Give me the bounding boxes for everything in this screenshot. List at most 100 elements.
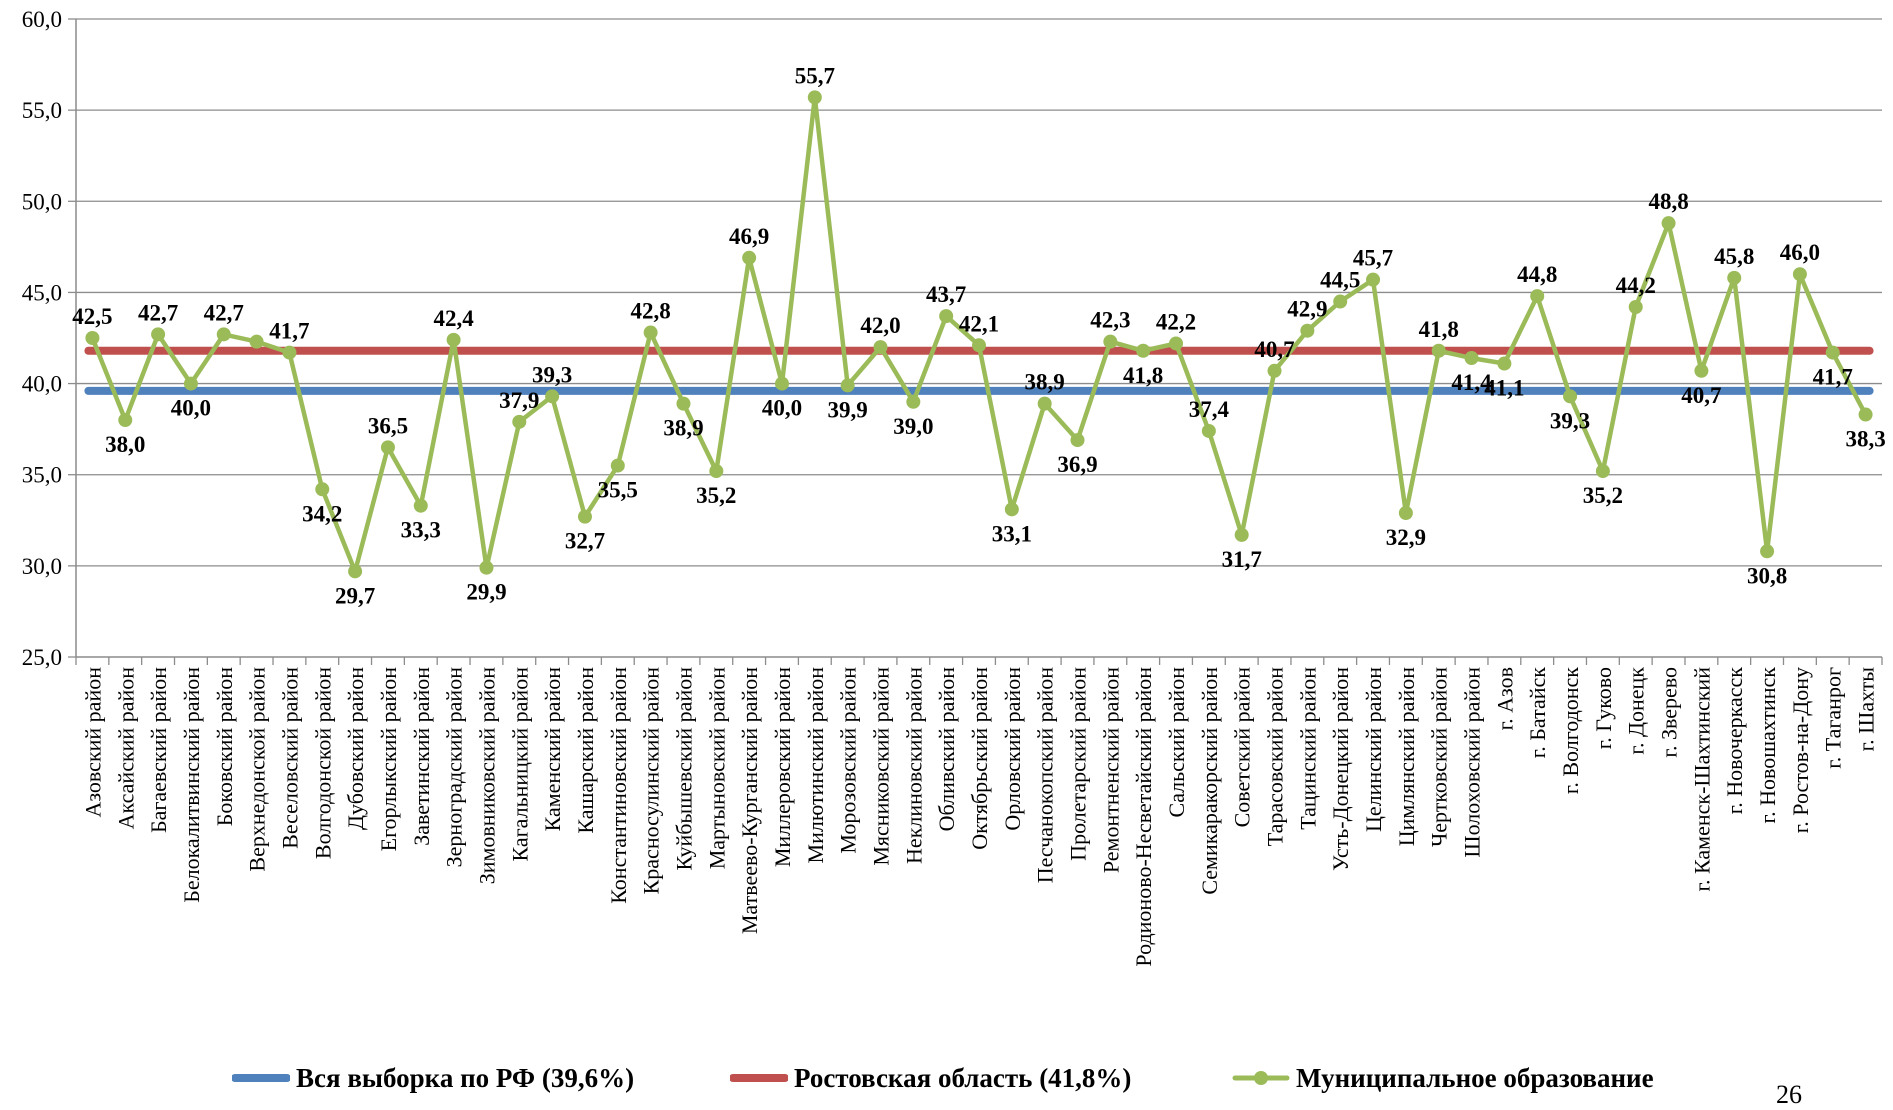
data-label: 39,0 (893, 414, 933, 439)
data-label: 39,9 (828, 397, 868, 422)
y-tick-label: 45,0 (22, 280, 62, 305)
x-tick-label: Ремонтненский район (1098, 667, 1123, 873)
data-label: 42,7 (204, 300, 244, 325)
legend-item-rostov: Ростовская область (41,8%) (730, 1058, 1131, 1098)
data-label: 43,7 (926, 282, 966, 307)
x-tick-label: Зимовниковский район (474, 667, 499, 885)
x-tick-label: Багаевский район (146, 667, 171, 833)
x-tick-label: Семикаракорский район (1197, 667, 1222, 895)
data-label: 45,8 (1714, 244, 1754, 269)
data-point (1366, 272, 1381, 287)
x-tick-label: г. Новочеркасск (1722, 667, 1747, 815)
data-label: 35,5 (598, 478, 638, 503)
data-label: 42,3 (1090, 308, 1130, 333)
data-point (249, 334, 264, 349)
y-tick-labels: 25,0 30,0 35,0 40,0 45,0 50,0 55,0 60,0 (22, 7, 62, 670)
data-label: 38,9 (1025, 370, 1065, 395)
data-label: 44,5 (1320, 268, 1360, 293)
x-tick-label: Целинский район (1361, 667, 1386, 832)
data-point (1136, 343, 1151, 358)
data-point (1595, 464, 1610, 479)
data-point (1267, 363, 1282, 378)
data-point (1103, 334, 1118, 349)
x-tick-label: Тарасовский район (1263, 667, 1288, 846)
x-tick-label: Аксайский район (113, 667, 138, 830)
x-tick-label: Азовский район (80, 667, 105, 818)
data-label: 41,7 (1813, 365, 1853, 390)
data-label: 35,2 (1583, 483, 1623, 508)
data-label: 38,0 (105, 432, 145, 457)
x-tick-label: Верхнедонской район (245, 667, 270, 872)
data-label: 46,0 (1780, 240, 1820, 265)
data-point (1070, 433, 1085, 448)
y-tick-label: 55,0 (22, 98, 62, 123)
data-point (807, 90, 822, 105)
data-label: 33,3 (401, 518, 441, 543)
x-tick-label: г. Азов (1492, 667, 1517, 730)
data-point (216, 327, 231, 342)
data-point (545, 389, 560, 404)
data-label: 46,9 (729, 224, 769, 249)
x-tick-label: Кашарский район (573, 667, 598, 834)
x-tick-label: Красносулинский район (639, 667, 664, 895)
data-point (906, 394, 921, 409)
x-tick-label: Шолоховский район (1460, 667, 1485, 858)
data-label: 32,7 (565, 529, 605, 554)
data-label: 29,7 (335, 583, 375, 608)
data-label: 42,8 (631, 299, 671, 324)
data-point (380, 440, 395, 455)
data-label: 35,2 (696, 483, 736, 508)
data-point (742, 250, 757, 265)
data-point (315, 482, 330, 497)
data-point (446, 332, 461, 347)
data-point (1169, 336, 1184, 351)
x-tick-label: Тацинский район (1295, 667, 1320, 830)
data-point (118, 413, 133, 428)
data-point (85, 331, 100, 345)
x-tick-label: г. Зверево (1657, 667, 1682, 758)
data-point (183, 376, 198, 391)
data-point (1694, 363, 1709, 378)
data-label: 42,0 (860, 313, 900, 338)
x-tick-label: г. Ростов-на-Дону (1788, 667, 1813, 833)
data-label: 40,0 (762, 396, 802, 421)
x-tick-label: Октябрьский район (967, 667, 992, 850)
y-tick-label: 50,0 (22, 189, 62, 214)
x-tick-label: Матвеево-Курганский район (737, 667, 762, 934)
data-label: 40,7 (1681, 383, 1721, 408)
data-label: 41,8 (1419, 317, 1459, 342)
data-point (282, 345, 297, 360)
data-point (676, 396, 691, 411)
data-label: 42,4 (433, 306, 474, 331)
x-tick-label: Кагальницкий район (507, 667, 532, 862)
data-point (348, 564, 363, 579)
data-point (709, 464, 724, 479)
data-label: 29,9 (466, 580, 506, 605)
legend-item-municipal: Муниципальное образование (1232, 1058, 1654, 1098)
x-tick-label: Миллеровский район (770, 667, 795, 867)
x-tick-label: Усть-Донецкий район (1328, 667, 1353, 871)
x-tick-label: Милютинский район (803, 667, 828, 864)
data-point (479, 560, 494, 575)
data-label: 55,7 (795, 63, 835, 88)
data-label: 42,5 (72, 304, 112, 329)
data-labels: 42,5 38,0 42,7 40,0 42,7 41,7 34,2 29,7 36,5 33,3… (72, 63, 1885, 608)
reference-lines (84, 346, 1874, 395)
data-label: 38,3 (1845, 427, 1885, 452)
data-point (1530, 289, 1545, 304)
data-label: 38,9 (663, 416, 703, 441)
data-point (1234, 527, 1249, 542)
x-tick-label: Мясниковский район (868, 667, 893, 866)
data-label: 31,7 (1222, 547, 1262, 572)
data-label: 42,7 (138, 300, 178, 325)
legend-swatch-municipal (1232, 1071, 1290, 1085)
data-label: 39,3 (1550, 408, 1590, 433)
data-point (1858, 407, 1873, 422)
data-point (1661, 216, 1676, 231)
x-tick-label: Каменский район (540, 667, 565, 832)
data-point (1431, 343, 1446, 358)
data-label: 42,1 (959, 311, 999, 336)
grid-lines (76, 18, 1882, 567)
legend-label-rf: Вся выборка по РФ (39,6%) (296, 1062, 635, 1093)
